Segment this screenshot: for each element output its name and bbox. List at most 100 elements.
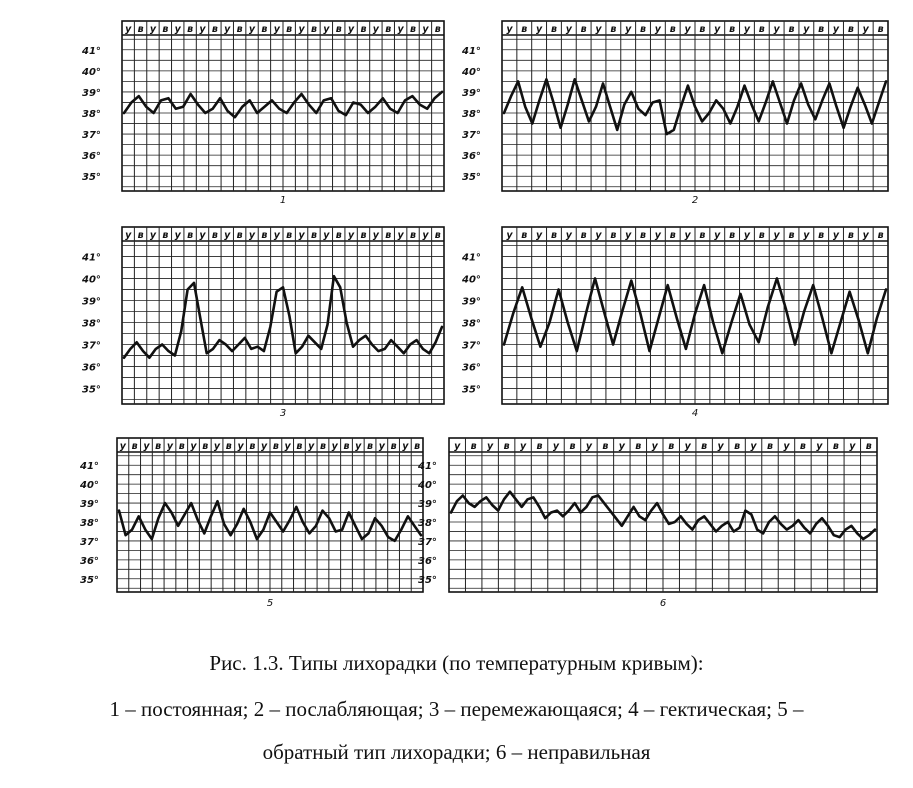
chart-4-y-tick-label: 38° [462,319,481,330]
chart-3-y-tick-label: 39° [82,296,101,307]
chart-6-y-tick-label: 40° [417,480,437,491]
chart-6-header-letter: в [602,441,608,452]
chart-2-header-letter: в [759,24,765,35]
chart-1-header-letter: в [212,24,218,35]
chart-1-y-tick-label: 39° [82,88,101,99]
chart-6-header-letter: у [849,441,856,452]
chart-4-header-letter: у [684,230,691,241]
chart-2-header-letter: у [595,24,602,35]
chart-1-header-letter: в [435,24,441,35]
chart-6-header-letter: в [800,441,806,452]
chart-6-header-letter: в [833,441,839,452]
chart-6-y-tick-label: 38° [418,518,437,529]
chart-4-header-letter: у [833,230,840,241]
chart-4-header-letter: в [610,230,616,241]
chart-1-header-letter: у [422,24,429,35]
chart-2-header-letter: в [581,24,587,35]
chart-6-y-tick-label: 36° [418,556,437,567]
chart-1-header-letter: у [175,24,182,35]
chart-1-header-letter: у [224,24,231,35]
chart-2-y-tick-label: 39° [462,88,481,99]
chart-2-header-letter: в [818,24,824,35]
chart-6-header-letter: в [569,441,575,452]
chart-3-header-letter: у [125,230,132,241]
chart-3-header-letter: в [237,230,243,241]
chart-6-panel-number: 6 [660,598,666,609]
chart-5-header-letter: у [332,441,339,452]
chart-5-header-letter: у [167,441,174,452]
chart-4-header-letter: в [818,230,824,241]
chart-4-header-letter: у [863,230,870,241]
figure-caption-legend-continued: обратный тип лихорадки; 6 – неправильная [262,740,651,764]
chart-6-y-tick-label: 37° [418,537,437,548]
chart-6-temperature-curve [449,490,877,541]
chart-3-header-letter: в [336,230,342,241]
chart-1-header-letter: в [162,24,168,35]
chart-1-header-letter: в [410,24,416,35]
chart-5-header-letter: у [143,441,150,452]
chart-6-header-letter: у [586,441,593,452]
chart-4-temperature-curve [502,277,888,355]
chart-4-header-letter: в [878,230,884,241]
chart-5-header-letter: в [132,441,138,452]
chart-5-header-letter: в [249,441,255,452]
chart-1-y-tick-label: 37° [82,130,101,141]
chart-4-y-tick-label: 40° [461,274,481,285]
chart-4-header-letter: у [506,230,513,241]
chart-2-y-tick-label: 38° [462,109,481,120]
chart-2-header-letter: у [803,24,810,35]
chart-2-y-tick-label: 36° [462,151,481,162]
chart-5-header-letter: у [285,441,292,452]
chart-4-header-letter: в [759,230,765,241]
chart-2-header-letter: в [521,24,527,35]
chart-6-header-letter: у [652,441,659,452]
figure-caption-title: Рис. 1.3. Типы лихорадки (по температурн… [209,651,704,675]
chart-6-header-letter: у [750,441,757,452]
chart-1-header-letter: в [286,24,292,35]
chart-1-header-letter: в [336,24,342,35]
chart-2-header-letter: в [788,24,794,35]
chart-5-header-letter: у [214,441,221,452]
chart-6-y-tick-label: 41° [417,461,437,472]
chart-3-header-letter: у [175,230,182,241]
chart-5-header-letter: у [237,441,244,452]
chart-6-header-letter: в [668,441,674,452]
chart-2-header-letter: в [551,24,557,35]
chart-2-header-letter: у [714,24,721,35]
chart-3-y-tick-label: 38° [82,319,101,330]
chart-1-header-letter: в [138,24,144,35]
chart-1-y-tick-label: 36° [82,151,101,162]
chart-5-header-letter: у [379,441,386,452]
chart-1-header-letter: в [360,24,366,35]
chart-3-header-letter: в [212,230,218,241]
chart-4-y-tick-label: 39° [462,296,481,307]
chart-1-header-letter: у [249,24,256,35]
chart-6-header-letter: у [816,441,823,452]
chart-3-header-letter: в [435,230,441,241]
chart-5-header-letter: у [120,441,127,452]
chart-6-header-letter: у [685,441,692,452]
chart-1-temperature-curve [122,90,444,119]
chart-3-header-letter: в [410,230,416,241]
chart-4-header-letter: в [699,230,705,241]
chart-5-header-letter: в [414,441,420,452]
chart-3-header-letter: у [199,230,206,241]
chart-6-header-letter: в [701,441,707,452]
chart-3-header-letter: у [274,230,281,241]
chart-1-header-letter: у [150,24,157,35]
chart-1-header-letter: у [125,24,132,35]
chart-5-header-letter: в [273,441,279,452]
chart-4-header-letter: в [521,230,527,241]
chart-5-y-tick-label: 37° [80,537,99,548]
chart-6-header-letter: у [553,441,560,452]
chart-3-y-tick-label: 41° [81,252,101,263]
chart-2-header-letter: у [536,24,543,35]
chart-5-header-letter: в [296,441,302,452]
chart-1-header-letter: у [348,24,355,35]
chart-4-header-letter: в [640,230,646,241]
chart-1-y-tick-label: 40° [81,67,101,78]
chart-4-header-letter: у [803,230,810,241]
chart-4-header-letter: в [581,230,587,241]
chart-6-header-letter: у [783,441,790,452]
chart-3-header-letter: у [323,230,330,241]
